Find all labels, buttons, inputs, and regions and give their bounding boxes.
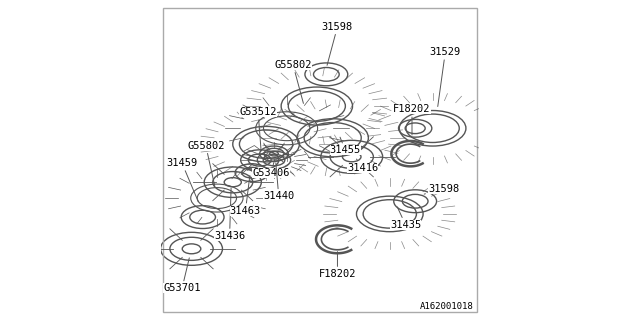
Text: 31440: 31440: [263, 163, 294, 202]
Text: A162001018: A162001018: [420, 302, 474, 311]
Text: 31529: 31529: [429, 47, 461, 107]
Text: 31435: 31435: [390, 207, 421, 230]
Text: 31436: 31436: [214, 188, 245, 241]
Text: 31598: 31598: [322, 22, 353, 65]
Text: 31598: 31598: [424, 184, 460, 194]
Text: 31455: 31455: [330, 137, 361, 156]
Text: G55802: G55802: [275, 60, 312, 103]
Text: G55802: G55802: [187, 141, 225, 186]
Text: G53701: G53701: [163, 258, 201, 293]
Text: 31416: 31416: [348, 159, 378, 173]
Text: F18202: F18202: [393, 104, 431, 135]
Text: G53406: G53406: [252, 159, 289, 178]
Text: F18202: F18202: [319, 252, 356, 279]
Text: 31459: 31459: [166, 158, 198, 202]
Text: 31463: 31463: [230, 175, 261, 216]
Text: G53512: G53512: [239, 108, 277, 151]
